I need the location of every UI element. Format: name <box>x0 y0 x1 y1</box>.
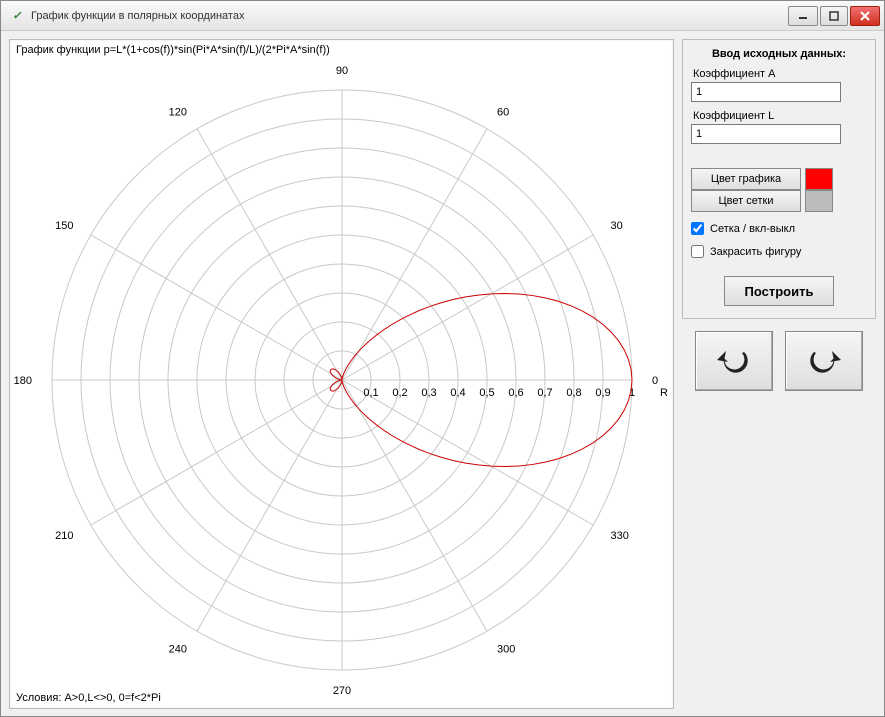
svg-text:0,6: 0,6 <box>508 387 523 399</box>
grid-color-swatch <box>805 190 833 212</box>
color-buttons-row: Цвет графика Цвет сетки <box>691 168 867 212</box>
svg-text:0,3: 0,3 <box>421 387 436 399</box>
undo-icon <box>714 344 754 379</box>
svg-text:R: R <box>660 387 668 399</box>
svg-text:0,4: 0,4 <box>450 387 465 399</box>
input-panel: Ввод исходных данных: Коэффициент A Коэф… <box>682 39 876 319</box>
coef-a-input[interactable] <box>691 82 841 102</box>
svg-text:330: 330 <box>610 530 628 542</box>
coef-l-input[interactable] <box>691 124 841 144</box>
svg-text:120: 120 <box>169 107 187 119</box>
svg-text:90: 90 <box>336 65 348 77</box>
grid-color-button[interactable]: Цвет сетки <box>691 190 801 212</box>
window-title: График функции в полярных координатах <box>31 10 786 22</box>
fill-toggle-label: Закрасить фигуру <box>710 246 801 258</box>
svg-text:0,1: 0,1 <box>363 387 378 399</box>
svg-text:0,2: 0,2 <box>392 387 407 399</box>
redo-button[interactable] <box>785 331 863 391</box>
fill-toggle-row[interactable]: Закрасить фигуру <box>691 245 867 258</box>
grid-toggle-label: Сетка / вкл-выкл <box>710 223 795 235</box>
svg-text:0,7: 0,7 <box>537 387 552 399</box>
graph-color-swatch <box>805 168 833 190</box>
svg-text:300: 300 <box>497 643 515 655</box>
window-buttons <box>786 6 880 26</box>
titlebar[interactable]: ✓ График функции в полярных координатах <box>1 1 884 31</box>
svg-text:0,5: 0,5 <box>479 387 494 399</box>
svg-text:270: 270 <box>333 685 351 697</box>
undo-button[interactable] <box>695 331 773 391</box>
undo-redo-row <box>682 331 876 391</box>
minimize-button[interactable] <box>788 6 818 26</box>
grid-toggle-row[interactable]: Сетка / вкл-выкл <box>691 222 867 235</box>
svg-text:0,9: 0,9 <box>595 387 610 399</box>
svg-text:0: 0 <box>652 375 658 387</box>
input-panel-title: Ввод исходных данных: <box>691 48 867 60</box>
svg-text:240: 240 <box>169 643 187 655</box>
redo-icon <box>804 344 844 379</box>
svg-text:60: 60 <box>497 107 509 119</box>
app-window: ✓ График функции в полярных координатах … <box>0 0 885 717</box>
fill-toggle-checkbox[interactable] <box>691 245 704 258</box>
right-column: Ввод исходных данных: Коэффициент A Коэф… <box>682 39 876 708</box>
coef-a-label: Коэффициент A <box>693 68 867 80</box>
graph-color-button[interactable]: Цвет графика <box>691 168 801 190</box>
close-button[interactable] <box>850 6 880 26</box>
build-button[interactable]: Построить <box>724 276 834 306</box>
svg-text:0,8: 0,8 <box>566 387 581 399</box>
svg-text:180: 180 <box>14 375 32 387</box>
svg-text:210: 210 <box>55 530 73 542</box>
svg-text:150: 150 <box>55 220 73 232</box>
app-icon: ✓ <box>9 8 25 24</box>
maximize-button[interactable] <box>820 6 848 26</box>
chart-panel: График функции p=L*(1+cos(f))*sin(Pi*A*s… <box>9 39 674 709</box>
svg-text:30: 30 <box>610 220 622 232</box>
client-area: График функции p=L*(1+cos(f))*sin(Pi*A*s… <box>1 31 884 716</box>
coef-l-label: Коэффициент L <box>693 110 867 122</box>
grid-toggle-checkbox[interactable] <box>691 222 704 235</box>
polar-plot: 0 30 60 90 120 150 180 210 240 270 300 330 0,1 0,2 0,3… <box>10 40 675 710</box>
